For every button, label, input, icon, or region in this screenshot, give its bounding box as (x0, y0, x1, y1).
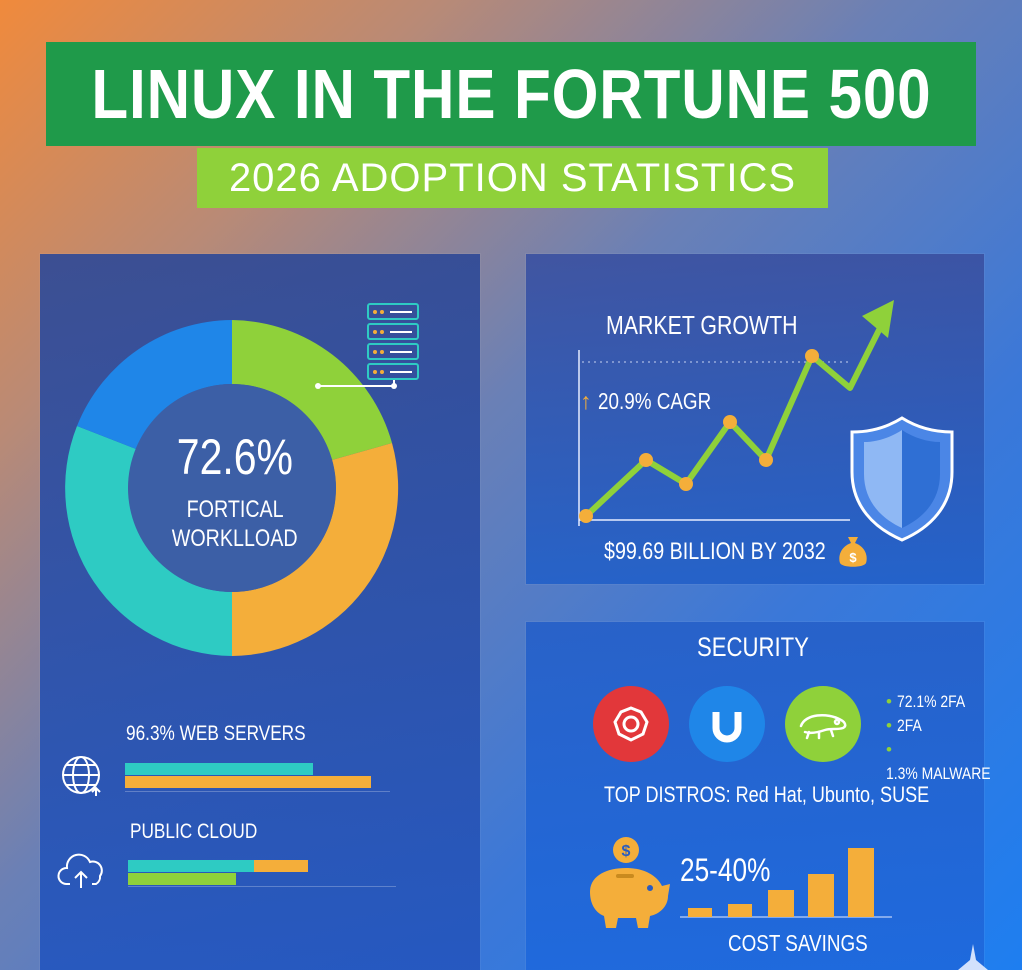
up-arrow-icon: ↑ (580, 388, 592, 414)
donut-segment-teal (65, 426, 232, 656)
savings-range: 25-40% (680, 852, 771, 888)
money-bag-icon: $ (839, 537, 867, 567)
savings-bar (808, 874, 834, 917)
public-cloud-bar-green (128, 873, 236, 885)
suse-chameleon-icon (785, 686, 861, 762)
svg-text:$: $ (622, 843, 631, 860)
public-cloud-label: PUBLIC CLOUD (130, 820, 258, 843)
shield-icon (850, 416, 954, 542)
growth-point (679, 477, 693, 491)
svg-text:$: $ (849, 550, 857, 565)
savings-bar (848, 848, 874, 917)
cagr-label: ↑ 20.9% CAGR (580, 388, 712, 414)
public-cloud-bar-orange (254, 860, 308, 872)
donut-segment-orange (232, 443, 399, 656)
server-icon (315, 303, 419, 389)
growth-point (723, 415, 737, 429)
donut-segment-green (232, 320, 392, 460)
security-heading: SECURITY (697, 632, 809, 662)
cost-savings-label: COST SAVINGS (728, 930, 868, 956)
workload-donut (65, 320, 399, 656)
market-growth-chart (578, 300, 894, 526)
growth-point (639, 453, 653, 467)
workload-label-line1: FORTICAL (186, 496, 284, 523)
security-bullet: • 1.3% MALWARE (886, 740, 991, 783)
security-bullets: • 72.1% 2FA • 2FA • 1.3% MALWARE (886, 690, 1022, 786)
savings-bar (768, 890, 794, 917)
savings-bar (688, 908, 712, 917)
growth-point (805, 349, 819, 363)
donut-segment-blue (77, 320, 232, 449)
ubuntu-icon (689, 686, 765, 762)
public-cloud-bar-teal (128, 860, 254, 872)
workload-percent: 72.6% (176, 429, 294, 485)
page-title: LINUX IN THE FORTUNE 500 (90, 55, 932, 133)
red-hat-icon (593, 686, 669, 762)
growth-arrowhead (862, 300, 894, 338)
savings-bar-chart (680, 848, 892, 918)
subtitle-banner: 2026 ADOPTION STATISTICS (197, 148, 828, 208)
sparkle-icon (958, 944, 988, 970)
growth-line (583, 313, 889, 519)
cloud-upload-icon (57, 853, 103, 888)
piggy-bank-icon: $ (590, 837, 670, 928)
growth-point (579, 509, 593, 523)
growth-point (759, 453, 773, 467)
market-heading: MARKET GROWTH (606, 310, 798, 340)
page-subtitle: 2026 ADOPTION STATISTICS (228, 155, 797, 200)
workload-label-line2: WORKLLOAD (172, 525, 298, 552)
public-cloud-track (128, 886, 396, 887)
market-forecast: $99.69 BILLION BY 2032 (604, 538, 826, 565)
globe-icon (62, 756, 101, 796)
top-distros: TOP DISTROS: Red Hat, Ubunto, SUSE (604, 782, 930, 807)
web-servers-track (125, 791, 390, 792)
web-servers-label: 96.3% WEB SERVERS (126, 722, 306, 745)
web-servers-bar-teal (125, 763, 313, 775)
web-servers-bar-orange (125, 776, 371, 788)
security-bullet: • 72.1% 2FA (886, 692, 965, 711)
security-bullet: • 2FA (886, 716, 922, 735)
title-banner: LINUX IN THE FORTUNE 500 (46, 42, 976, 146)
savings-bar (728, 904, 752, 917)
